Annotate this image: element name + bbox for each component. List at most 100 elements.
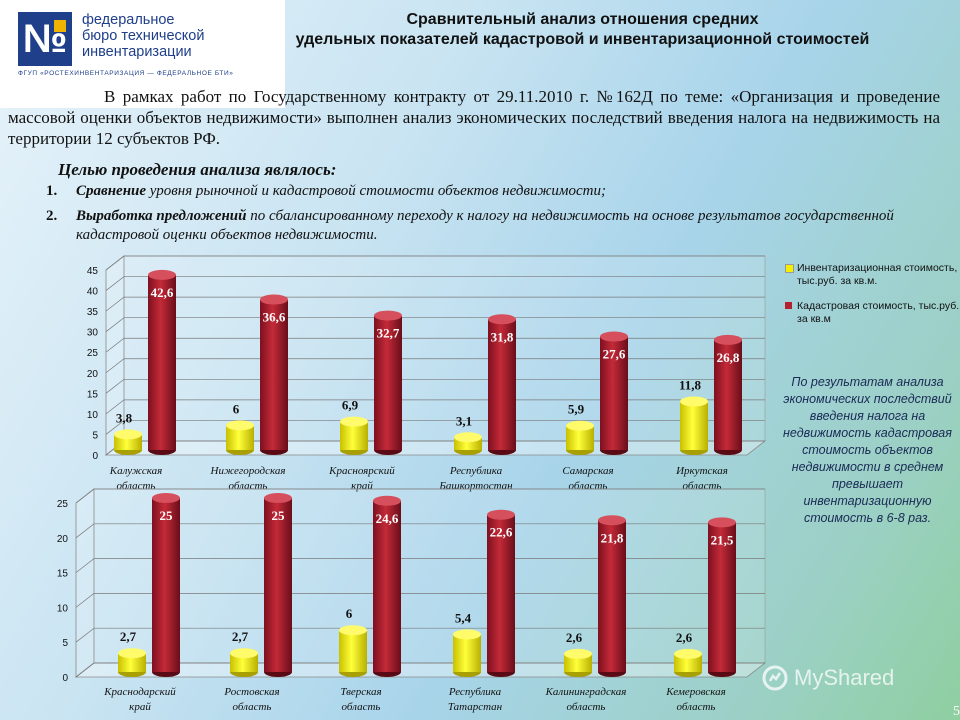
inventory-bar	[230, 648, 258, 677]
gridline	[105, 399, 765, 415]
goal-item-1: 1. Сравнение уровня рыночной и кадастров…	[46, 182, 926, 201]
cadastral-bar	[598, 515, 626, 677]
data-label: 2,7	[120, 629, 137, 644]
bar-body	[708, 522, 736, 672]
bar-top	[148, 269, 176, 280]
bar-body	[680, 401, 708, 450]
inventory-bar	[339, 625, 367, 677]
cadastral-bar	[264, 493, 292, 677]
category-label: Калининградская	[545, 686, 627, 698]
cadastral-bar	[714, 334, 742, 455]
bar-top	[374, 310, 402, 321]
y-tick-label: 30	[87, 328, 99, 339]
data-label: 6	[346, 606, 353, 621]
inventory-bar	[114, 429, 142, 455]
gridline	[105, 358, 765, 374]
data-label: 2,6	[566, 630, 583, 645]
category-label: Иркутская	[675, 465, 728, 477]
bar-top	[488, 314, 516, 325]
category-label: Краснодарский	[103, 686, 176, 698]
y-tick-label: 45	[87, 266, 99, 277]
bar-top	[260, 294, 288, 305]
y-tick-label: 25	[87, 348, 99, 359]
data-label: 21,5	[711, 532, 734, 547]
gridline	[105, 296, 765, 312]
category-label: Калужская	[109, 465, 162, 477]
side-wall	[75, 488, 95, 678]
logo-name-line3: инвентаризации	[82, 44, 192, 60]
bar-top	[454, 432, 482, 443]
goal-text: уровня рыночной и кадастровой стоимости …	[146, 183, 606, 199]
bar-top	[118, 648, 146, 659]
legend-label-cadastral: Кадастровая стоимость, тыс.руб. за кв.м	[797, 300, 960, 325]
gridline	[105, 378, 765, 394]
category-label: Кемеровская	[665, 686, 726, 698]
y-tick-label: 10	[87, 410, 99, 421]
category-label: Республика	[449, 465, 503, 477]
gridline	[75, 558, 765, 573]
bar-top	[708, 517, 736, 528]
inventory-bar	[680, 396, 708, 455]
category-label: Красноярский	[328, 465, 395, 477]
bar-body	[373, 500, 401, 672]
bar-top	[339, 625, 367, 636]
data-label: 25	[160, 508, 174, 523]
category-label: край	[129, 701, 151, 713]
y-tick-label: 15	[57, 569, 69, 580]
inventory-bar	[564, 648, 592, 677]
gridline	[105, 420, 765, 435]
bar-body	[674, 653, 702, 672]
bar-body	[564, 653, 592, 672]
y-tick-label: 35	[87, 307, 99, 318]
bar-top	[114, 429, 142, 440]
y-tick-label: 5	[92, 430, 98, 441]
bar-top	[487, 509, 515, 520]
logo-mark: №	[18, 12, 72, 66]
gridline	[75, 593, 765, 608]
conclusion-note: По результатам анализа экономических пос…	[783, 375, 952, 525]
bar-body	[488, 319, 516, 450]
y-tick-label: 10	[57, 603, 69, 614]
y-tick-label: 20	[87, 369, 99, 380]
data-label: 6	[233, 401, 240, 416]
back-wall	[123, 255, 766, 442]
data-label: 3,1	[456, 413, 472, 428]
goal-bold-text: Выработка предложений	[76, 208, 247, 224]
inventory-bar	[340, 416, 368, 455]
bar-body	[339, 630, 367, 672]
gridline	[75, 627, 765, 643]
gridline	[105, 337, 765, 353]
cadastral-bar	[600, 331, 628, 455]
data-label: 11,8	[679, 377, 702, 392]
legend-swatch-red	[785, 302, 792, 309]
cadastral-bar	[487, 509, 515, 677]
cadastral-bar	[708, 517, 736, 677]
data-label: 5,4	[455, 610, 472, 625]
title-line1: Сравнительный анализ отношения средних	[406, 11, 759, 28]
bar-body	[260, 299, 288, 450]
goal-number: 1.	[46, 183, 58, 199]
inventory-bar	[454, 432, 482, 455]
legend-swatch-yellow	[785, 264, 794, 273]
bar-top	[600, 331, 628, 342]
category-label: Нижегородская	[210, 465, 286, 477]
goal-bold-text: Сравнение	[76, 183, 147, 199]
cadastral-bar	[148, 269, 176, 455]
data-label: 3,8	[116, 410, 133, 425]
category-label: Ростовская	[223, 686, 279, 698]
intro-paragraph: В рамках работ по Государственному контр…	[8, 87, 940, 148]
watermark-icon	[762, 665, 788, 691]
gridline	[105, 276, 765, 291]
logo-name-line2: бюро технической	[82, 28, 205, 44]
gridline	[75, 488, 765, 504]
data-label: 42,6	[151, 285, 174, 300]
bar-body	[230, 653, 258, 672]
watermark: MyShared	[762, 660, 952, 696]
category-label: область	[342, 701, 381, 713]
category-label: Республика	[448, 686, 502, 698]
data-label: 2,6	[676, 630, 693, 645]
legend-item-cadastral: Кадастровая стоимость, тыс.руб. за кв.м	[785, 300, 960, 326]
bar-top	[564, 648, 592, 659]
goals-heading: Целью проведения анализа являлось:	[58, 160, 337, 179]
